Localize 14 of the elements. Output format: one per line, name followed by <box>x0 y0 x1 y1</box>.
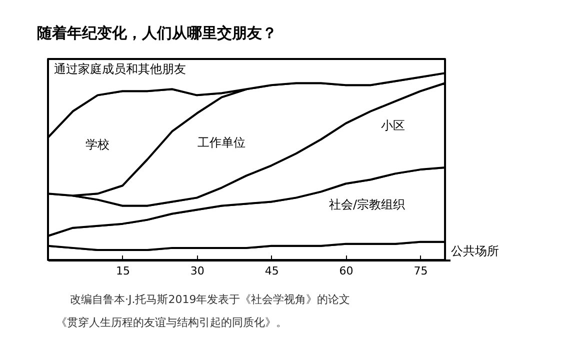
series-label: 通过家庭成员和其他朋友 <box>54 62 186 76</box>
series-label: 学校 <box>86 137 110 152</box>
x-tick-label: 15 <box>116 264 130 278</box>
text: 《贯穿人生历程的友谊与结构引起的同质化》。 <box>56 316 287 329</box>
x-tick-label: 45 <box>264 264 279 278</box>
series-label: 工作单位 <box>198 135 246 150</box>
x-tick-label: 75 <box>414 264 428 278</box>
x-tick-label: 60 <box>339 264 354 278</box>
series-label: 公共场所 <box>451 244 500 258</box>
x-tick-label: 30 <box>190 264 204 278</box>
series-label: 小区 <box>381 118 406 132</box>
series-label: 社会/宗教组织 <box>328 198 406 212</box>
text: 改编自鲁本·J.托马斯2019年发表于《社会学视角》的论文 <box>70 293 350 306</box>
chart-title: 随着年纪变化，人们从哪里交朋友？ <box>37 24 277 42</box>
